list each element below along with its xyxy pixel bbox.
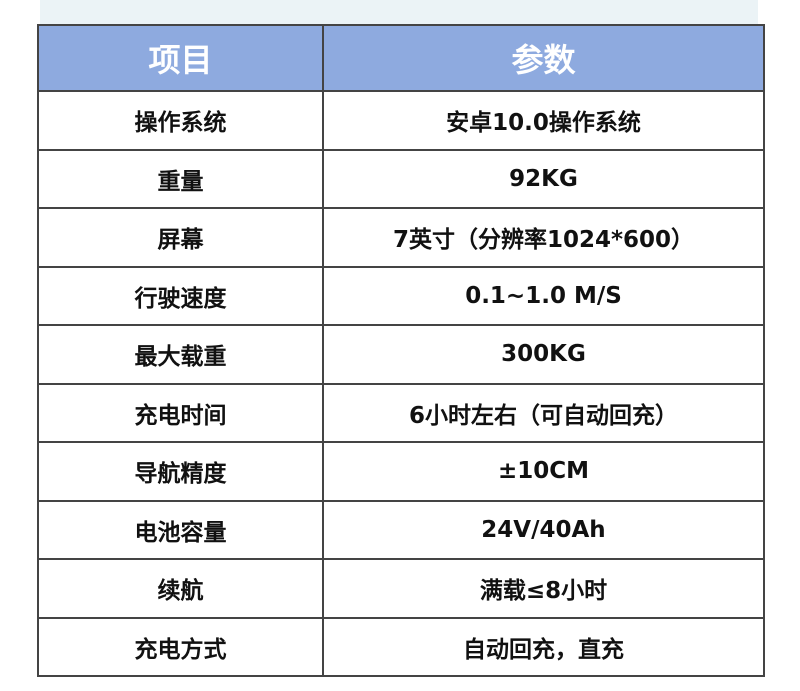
- table-row: 操作系统 安卓10.0操作系统: [37, 90, 765, 151]
- cell-value: 6小时左右（可自动回充）: [322, 382, 765, 443]
- cell-item: 屏幕: [37, 207, 324, 268]
- cell-item: 电池容量: [37, 499, 324, 560]
- cell-value: 92KG: [322, 148, 765, 209]
- cell-value: 安卓10.0操作系统: [322, 90, 765, 151]
- cell-value: 24V/40Ah: [322, 499, 765, 560]
- cell-value: 0.1~1.0 M/S: [322, 265, 765, 326]
- cell-value: 7英寸（分辨率1024*600）: [322, 207, 765, 268]
- cell-item: 最大载重: [37, 324, 324, 385]
- table-row: 充电方式 自动回充，直充: [37, 616, 765, 677]
- cell-item: 重量: [37, 148, 324, 209]
- table-row: 充电时间 6小时左右（可自动回充）: [37, 382, 765, 443]
- cell-item: 充电时间: [37, 382, 324, 443]
- cell-value: ±10CM: [322, 441, 765, 502]
- cell-item: 充电方式: [37, 616, 324, 677]
- header-value: 参数: [322, 24, 765, 92]
- cell-value: 300KG: [322, 324, 765, 385]
- cell-item: 续航: [37, 558, 324, 619]
- cell-item: 行驶速度: [37, 265, 324, 326]
- header-row: 项目 参数: [37, 24, 765, 92]
- table-row: 导航精度 ±10CM: [37, 441, 765, 502]
- header-item: 项目: [37, 24, 324, 92]
- table-row: 重量 92KG: [37, 148, 765, 209]
- cell-value: 满载≤8小时: [322, 558, 765, 619]
- top-band: [40, 0, 758, 25]
- table-row: 电池容量 24V/40Ah: [37, 499, 765, 560]
- cell-value: 自动回充，直充: [322, 616, 765, 677]
- table-row: 屏幕 7英寸（分辨率1024*600）: [37, 207, 765, 268]
- spec-table: 项目 参数 操作系统 安卓10.0操作系统 重量 92KG 屏幕 7英寸（分辨率1024*…: [37, 24, 765, 677]
- table-row: 行驶速度 0.1~1.0 M/S: [37, 265, 765, 326]
- table-row: 续航 满载≤8小时: [37, 558, 765, 619]
- table-row: 最大载重 300KG: [37, 324, 765, 385]
- cell-item: 操作系统: [37, 90, 324, 151]
- cell-item: 导航精度: [37, 441, 324, 502]
